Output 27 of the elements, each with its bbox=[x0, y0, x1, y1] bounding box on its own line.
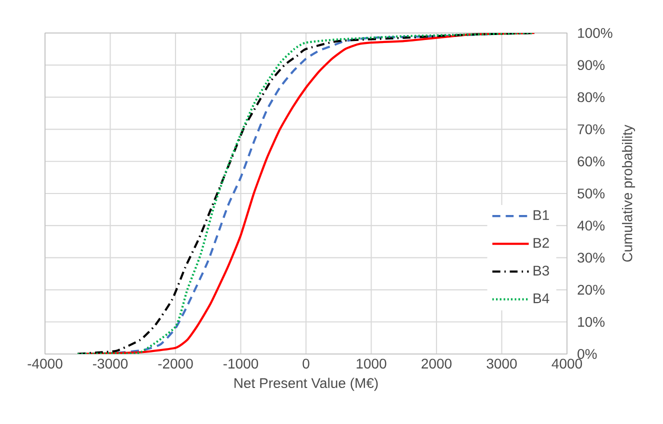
line-series bbox=[76, 32, 536, 354]
x-tick-label: 4000 bbox=[552, 358, 582, 369]
x-axis-title: Net Present Value (M€) bbox=[234, 378, 378, 391]
y-tick-label: 40% bbox=[577, 220, 605, 231]
x-tick-label: 3000 bbox=[486, 358, 517, 369]
x-tick-label: -1000 bbox=[223, 358, 258, 369]
x-tick-label: -4000 bbox=[28, 358, 62, 369]
y-tick-label: 60% bbox=[578, 156, 605, 166]
y-tick-label: 10% bbox=[578, 316, 605, 327]
y-tick-label: 70% bbox=[578, 124, 605, 134]
x-tick-label: 0 bbox=[302, 358, 310, 369]
x-tick-label: -2000 bbox=[158, 358, 193, 369]
y-tick-label: 90% bbox=[578, 60, 605, 70]
x-tick-label: 1000 bbox=[356, 358, 386, 369]
legend-label: B1 bbox=[534, 210, 549, 220]
y-tick-label: 20% bbox=[578, 284, 605, 295]
y-tick-label: 80% bbox=[578, 92, 605, 102]
y-tick-label: 100% bbox=[578, 28, 612, 38]
y-tick-label: 30% bbox=[578, 252, 605, 263]
y-tick-label: 0% bbox=[578, 349, 597, 359]
y-tick-label: 50% bbox=[578, 188, 605, 198]
x-tick-label: -3000 bbox=[92, 358, 128, 369]
legend-label: B3 bbox=[534, 266, 549, 276]
x-tick-label: 2000 bbox=[422, 358, 452, 369]
y-axis-title: Cumulative probability bbox=[622, 124, 636, 262]
legend-label: B2 bbox=[534, 238, 549, 248]
legend-label: B4 bbox=[534, 293, 550, 304]
